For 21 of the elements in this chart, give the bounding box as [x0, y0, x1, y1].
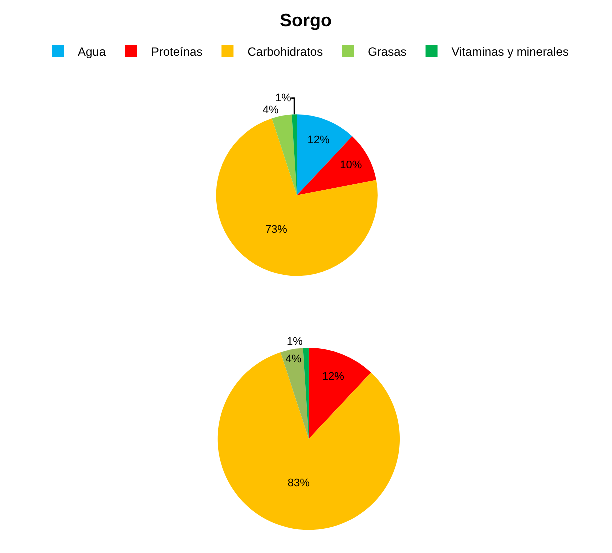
data-label: 1%: [275, 92, 292, 104]
data-label: 4%: [286, 354, 302, 366]
pie-slice: [308, 348, 372, 440]
legend-label: Vitaminas y minerales: [452, 45, 569, 60]
data-label: 10%: [340, 160, 362, 172]
legend-label: Agua: [78, 45, 106, 60]
legend-label: Proteínas: [151, 45, 203, 60]
chart-title: Sorgo: [280, 10, 332, 30]
legend-label: Grasas: [368, 45, 407, 60]
data-label: 1%: [286, 336, 304, 348]
data-label: 83%: [288, 478, 310, 490]
data-label: 12%: [322, 371, 345, 384]
pie-slice: [218, 352, 400, 530]
data-label: 4%: [262, 104, 279, 116]
data-label: 12%: [308, 134, 330, 147]
pie-slice: [272, 114, 298, 196]
pie-slice: [297, 136, 376, 196]
data-label: 73%: [265, 224, 288, 236]
pie-slice: [280, 348, 309, 440]
pie-slice: [216, 118, 378, 276]
legend-label: Carbohidratos: [248, 45, 324, 60]
